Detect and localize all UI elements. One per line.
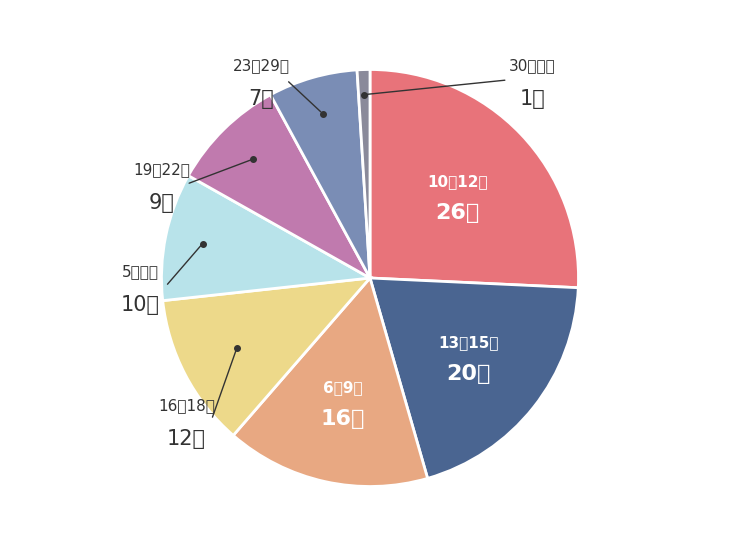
Text: 16～18歳: 16～18歳 [158, 398, 215, 413]
Text: 23～29歳: 23～29歳 [233, 58, 290, 73]
Wedge shape [189, 95, 370, 278]
Text: 7％: 7％ [249, 89, 275, 108]
Text: 1％: 1％ [519, 89, 545, 108]
Wedge shape [370, 278, 578, 478]
Wedge shape [233, 278, 428, 486]
Text: 5歳未満: 5歳未満 [122, 264, 159, 279]
Text: 13～15歳: 13～15歳 [438, 336, 499, 350]
Text: 6～9歳: 6～9歳 [323, 380, 363, 395]
Text: 9％: 9％ [149, 193, 175, 213]
Wedge shape [161, 176, 370, 301]
Wedge shape [163, 278, 370, 435]
Text: 26％: 26％ [435, 203, 480, 224]
Text: 16％: 16％ [320, 409, 365, 429]
Text: 10～12歳: 10～12歳 [427, 175, 488, 190]
Wedge shape [357, 70, 370, 278]
Text: 20％: 20％ [446, 364, 491, 384]
Text: 10％: 10％ [121, 295, 160, 315]
Text: 30歳以上: 30歳以上 [509, 58, 556, 73]
Text: 12％: 12％ [167, 429, 206, 449]
Wedge shape [270, 70, 370, 278]
Text: 19～22歳: 19～22歳 [133, 162, 190, 177]
Wedge shape [370, 70, 579, 287]
